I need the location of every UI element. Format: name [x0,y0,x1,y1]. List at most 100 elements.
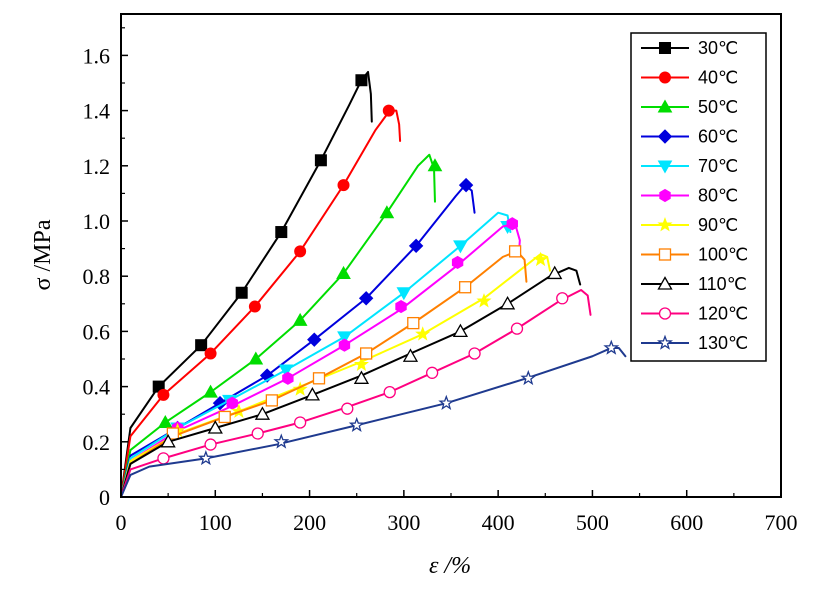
data-point [337,331,352,345]
y-axis-title: σ /MPa [30,219,56,290]
legend-item: 60℃ [641,127,738,147]
x-tick-label: 400 [482,510,515,535]
data-point [396,287,412,301]
plot-area [120,70,627,498]
legend-item: 90℃ [641,215,738,235]
data-point [338,338,351,352]
data-point [292,312,308,326]
x-axis-title: ε /% [429,553,471,579]
series-line [120,109,402,498]
data-point [533,251,549,267]
data-point [451,255,464,269]
y-tick-label: 1.0 [83,209,111,234]
series-2 [120,104,402,498]
y-tick-label: 1.6 [83,43,111,68]
data-point [166,427,180,440]
legend-marker [659,42,671,54]
data-point [273,433,290,449]
data-point [314,154,327,167]
data-point [312,372,326,385]
legend-item: 30℃ [641,38,738,58]
legend-item: 70℃ [641,156,738,176]
x-tick-label: 100 [199,510,232,535]
data-point [251,427,264,440]
data-point [292,381,308,396]
data-point [458,281,472,294]
data-point [282,371,294,385]
y-tick-label: 0.4 [83,375,111,400]
legend-marker [657,334,673,350]
data-point [556,292,569,305]
series-line [120,289,592,498]
series-line [120,70,373,498]
data-point [278,364,294,378]
y-tick-label: 0 [99,485,110,510]
data-point [336,265,351,279]
data-point [355,74,368,87]
x-tick-label: 700 [765,510,798,535]
data-point [382,104,395,117]
data-point [207,420,223,434]
series-1 [120,70,373,498]
legend-label: 30℃ [698,38,738,58]
legend-label: 100℃ [698,245,748,265]
legend-marker [659,71,671,84]
x-tick-label: 500 [576,510,609,535]
x-tick-label: 0 [116,510,127,535]
data-point [453,240,468,254]
legend-item: 40℃ [641,68,738,88]
data-point [476,293,492,308]
data-point [407,316,420,330]
data-point [204,347,217,360]
series-10 [120,289,592,498]
data-point [458,177,474,193]
data-point [379,205,395,219]
legend-label: 90℃ [698,215,738,235]
data-point [348,416,365,433]
data-point [438,394,455,410]
data-point [353,370,370,384]
y-tick-label: 1.4 [83,99,111,124]
data-point [337,179,350,192]
legend: 30℃ 40℃ 50℃ 60℃ 70℃ 80℃ 90℃ 100℃ 110℃ 120℃ 130℃ [630,32,767,362]
legend-box [630,32,767,362]
series-3 [120,153,443,498]
data-point [293,416,307,429]
data-point [160,433,176,448]
legend-label: 110℃ [698,274,747,294]
legend-item: 120℃ [641,304,748,324]
data-point [499,295,516,310]
x-tick-label: 200 [293,510,326,535]
data-point [275,226,288,239]
data-point [402,348,419,362]
legend-label: 50℃ [698,97,738,117]
y-tick-label: 0.8 [83,264,111,289]
data-point [353,356,369,371]
data-point [359,347,373,360]
legend-label: 130℃ [698,333,748,353]
data-point [203,384,218,398]
legend-marker [657,99,673,113]
series-8 [120,245,528,498]
data-point [415,326,431,341]
y-tick-label: 0.2 [83,430,111,455]
data-point [427,158,443,172]
series-line [120,266,582,498]
legend-label: 40℃ [698,68,738,88]
legend-marker [658,248,672,261]
data-point [468,347,481,360]
legend-marker [659,188,671,203]
legend-label: 70℃ [698,156,738,176]
data-point [218,410,231,424]
data-point [547,265,563,280]
legend-marker [657,160,673,174]
legend-label: 60℃ [698,127,738,147]
data-point [254,406,271,420]
data-point [294,245,307,258]
data-point [452,323,469,338]
legend-item: 110℃ [641,274,747,294]
legend-item: 50℃ [641,97,738,117]
data-point [520,369,537,386]
data-point [157,414,173,428]
axes: 0 100 200 300 400 500 600 700 0 0.2 0.4 0.6 0.8 1.0 1.… [83,13,798,535]
